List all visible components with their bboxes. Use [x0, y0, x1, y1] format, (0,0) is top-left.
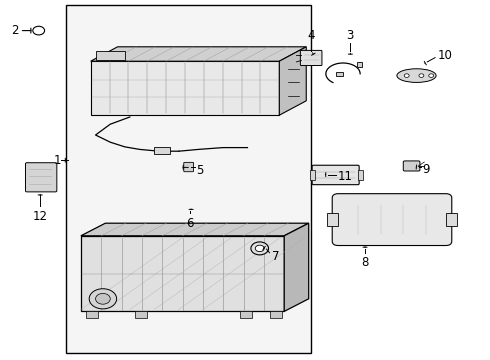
Bar — [154, 147, 170, 154]
Polygon shape — [279, 47, 306, 115]
FancyBboxPatch shape — [25, 163, 57, 192]
Bar — [91, 61, 279, 115]
Text: 3: 3 — [346, 30, 354, 42]
FancyBboxPatch shape — [312, 165, 359, 185]
Bar — [270, 311, 282, 318]
Bar — [357, 62, 362, 67]
Bar — [81, 236, 284, 311]
Text: 9: 9 — [422, 163, 430, 176]
Circle shape — [429, 74, 434, 77]
Text: 1: 1 — [54, 154, 62, 167]
Circle shape — [255, 245, 264, 252]
Text: 8: 8 — [361, 256, 369, 269]
Ellipse shape — [397, 69, 436, 82]
Circle shape — [96, 293, 110, 304]
Circle shape — [419, 74, 424, 77]
Text: 11: 11 — [338, 170, 353, 183]
Text: 6: 6 — [186, 217, 194, 230]
Text: 5: 5 — [196, 164, 203, 177]
Circle shape — [33, 26, 45, 35]
Polygon shape — [284, 223, 309, 311]
Bar — [96, 51, 125, 60]
Bar — [86, 311, 98, 318]
Bar — [66, 5, 311, 353]
Text: 4: 4 — [307, 30, 315, 42]
Text: 10: 10 — [438, 49, 452, 62]
Text: 7: 7 — [272, 250, 280, 263]
Bar — [358, 170, 363, 180]
Text: 12: 12 — [33, 210, 48, 222]
Bar — [336, 72, 343, 76]
Polygon shape — [91, 47, 306, 61]
Polygon shape — [81, 223, 309, 236]
FancyBboxPatch shape — [332, 194, 452, 246]
FancyBboxPatch shape — [300, 50, 322, 66]
Bar — [327, 213, 338, 226]
Bar — [240, 311, 252, 318]
Circle shape — [404, 74, 409, 77]
FancyBboxPatch shape — [403, 161, 420, 171]
Bar — [135, 311, 147, 318]
FancyBboxPatch shape — [184, 162, 194, 172]
Bar — [446, 213, 457, 226]
Circle shape — [251, 242, 269, 255]
Bar — [310, 170, 315, 180]
Circle shape — [89, 289, 117, 309]
Text: 2: 2 — [11, 24, 19, 37]
